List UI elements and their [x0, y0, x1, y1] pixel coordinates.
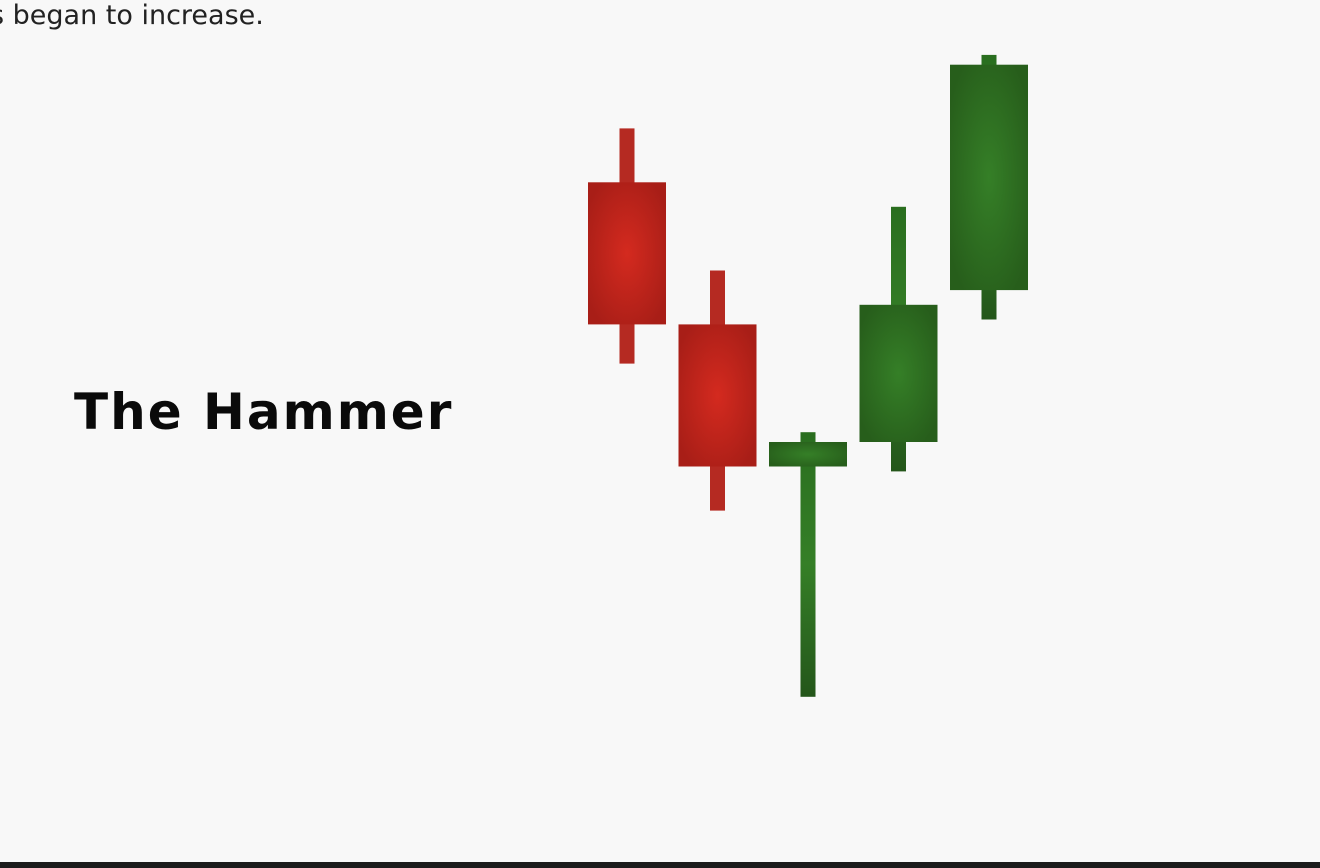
candle-2-body	[678, 324, 757, 467]
candle-4-body	[859, 304, 938, 442]
intro-paragraph-text: s began to increase.	[0, 0, 264, 31]
candle-5-body	[950, 64, 1028, 291]
chart-title: The Hammer	[74, 383, 454, 441]
candle-1-body	[588, 182, 666, 325]
bottom-border	[0, 862, 1320, 868]
candle-3-body	[769, 442, 847, 467]
candle-3-wick	[800, 432, 816, 697]
